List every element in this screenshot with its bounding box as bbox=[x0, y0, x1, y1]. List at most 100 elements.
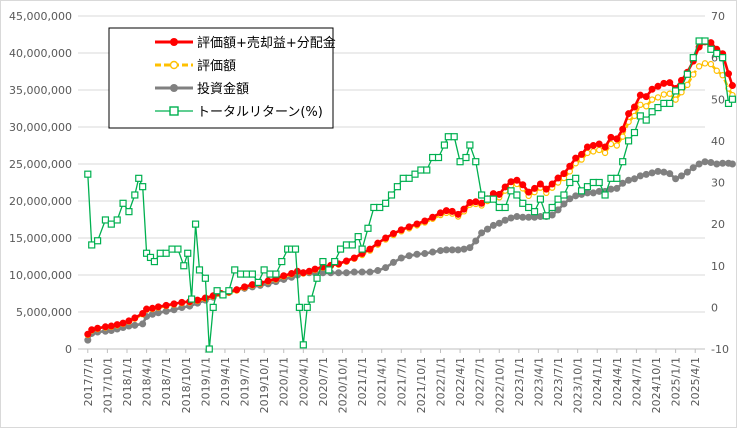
data-point bbox=[456, 158, 464, 166]
data-point bbox=[460, 245, 468, 253]
y-right-tick-label: 70 bbox=[711, 10, 725, 23]
x-tick-label: 2022/10/1 bbox=[493, 357, 506, 413]
data-point bbox=[397, 254, 405, 262]
x-tick-label: 2020/7/1 bbox=[317, 357, 330, 406]
x-tick-label: 2022/1/1 bbox=[434, 357, 447, 406]
data-point bbox=[636, 172, 644, 180]
data-point bbox=[156, 249, 164, 257]
data-point bbox=[719, 159, 727, 167]
data-point bbox=[724, 99, 733, 108]
data-point bbox=[278, 257, 286, 266]
data-point bbox=[648, 85, 656, 93]
data-point bbox=[466, 244, 474, 252]
data-point bbox=[429, 153, 437, 162]
data-point bbox=[595, 178, 603, 187]
data-point bbox=[572, 192, 580, 200]
data-point bbox=[288, 270, 296, 278]
data-point bbox=[303, 303, 311, 311]
data-point bbox=[405, 223, 413, 231]
data-point bbox=[630, 103, 638, 111]
data-point bbox=[713, 49, 721, 58]
y-right-tick-label: 30 bbox=[711, 177, 725, 190]
y-axis-left: 0 5,000,000 10,000,000 15,000,000 20,000,000… bbox=[9, 10, 72, 356]
y-left-tick-label: 5,000,000 bbox=[16, 306, 72, 319]
data-point bbox=[168, 245, 176, 253]
data-point bbox=[194, 296, 202, 304]
data-point bbox=[260, 266, 268, 274]
data-point bbox=[389, 258, 397, 266]
series-3 bbox=[84, 37, 737, 353]
data-point bbox=[382, 199, 390, 207]
data-point bbox=[728, 82, 736, 90]
y-right-tick-label: 0 bbox=[711, 301, 718, 314]
data-point bbox=[642, 116, 650, 124]
data-point bbox=[660, 91, 668, 98]
x-tick-label: 2018/10/1 bbox=[180, 357, 193, 413]
legend-marker bbox=[170, 38, 178, 46]
x-tick-label: 2024/10/1 bbox=[650, 357, 663, 413]
data-point bbox=[311, 265, 319, 273]
data-point bbox=[307, 295, 315, 303]
x-axis: 2017/7/1 2017/10/1 2018/1/1 2018/4/1 2018/7/… bbox=[78, 348, 705, 413]
data-point bbox=[417, 166, 425, 174]
data-point bbox=[501, 203, 509, 212]
data-point bbox=[462, 153, 470, 162]
data-point bbox=[348, 241, 356, 249]
data-point bbox=[589, 178, 597, 187]
data-point bbox=[248, 270, 256, 278]
data-point bbox=[624, 137, 633, 145]
data-point bbox=[695, 160, 703, 168]
data-point bbox=[305, 267, 313, 275]
data-point bbox=[660, 79, 668, 87]
legend-label: 評価額 bbox=[197, 59, 236, 74]
data-point bbox=[113, 321, 121, 329]
x-tick-label: 2018/7/1 bbox=[160, 357, 173, 406]
data-point bbox=[689, 54, 697, 62]
x-tick-label: 2021/10/1 bbox=[415, 357, 428, 413]
data-point bbox=[548, 203, 556, 212]
data-point bbox=[519, 199, 527, 207]
data-point bbox=[595, 187, 603, 195]
data-point bbox=[707, 60, 715, 68]
data-point bbox=[162, 249, 170, 257]
x-tick-label: 2024/4/1 bbox=[611, 357, 624, 406]
data-point bbox=[84, 170, 92, 178]
x-tick-label: 2025/1/1 bbox=[670, 357, 683, 406]
y-left-tick-label: 40,000,000 bbox=[9, 47, 72, 60]
data-point bbox=[519, 213, 527, 221]
data-point bbox=[374, 239, 382, 247]
data-point bbox=[525, 213, 533, 221]
data-point bbox=[178, 298, 186, 306]
data-point bbox=[370, 203, 378, 212]
data-point bbox=[548, 211, 556, 219]
data-point bbox=[666, 170, 674, 178]
data-point bbox=[93, 237, 102, 245]
data-point bbox=[728, 160, 736, 168]
data-point bbox=[450, 133, 458, 141]
data-point bbox=[719, 54, 727, 62]
x-tick-label: 2017/7/1 bbox=[82, 357, 95, 406]
data-point bbox=[666, 99, 674, 108]
data-point bbox=[231, 266, 239, 274]
data-point bbox=[672, 96, 679, 103]
legend-label: 評価額+売却益+分配金 bbox=[197, 35, 336, 51]
data-point bbox=[440, 141, 449, 149]
data-point bbox=[619, 133, 626, 140]
data-point bbox=[107, 322, 115, 330]
data-point bbox=[566, 162, 574, 170]
data-point bbox=[601, 191, 609, 199]
data-point bbox=[454, 210, 462, 218]
data-point bbox=[683, 168, 691, 176]
data-point bbox=[387, 191, 396, 199]
data-point bbox=[495, 219, 503, 227]
data-point bbox=[560, 191, 568, 199]
data-point bbox=[636, 91, 644, 99]
data-point bbox=[601, 143, 609, 151]
data-point bbox=[519, 181, 527, 189]
data-point bbox=[299, 269, 307, 277]
data-point bbox=[690, 71, 697, 78]
data-point bbox=[131, 314, 139, 322]
data-point bbox=[429, 213, 437, 221]
data-point bbox=[195, 266, 204, 274]
